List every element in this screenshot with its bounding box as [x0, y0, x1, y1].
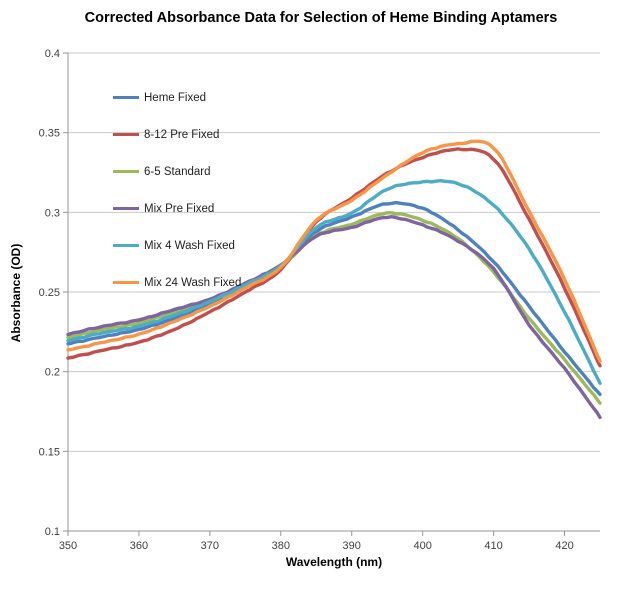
- legend-label: 6-5 Standard: [144, 165, 211, 178]
- legend-label: Mix 24 Wash Fixed: [144, 276, 242, 289]
- legend: Heme Fixed 8-12 Pre Fixed 6-5 Standard M…: [113, 79, 241, 301]
- y-tick-label: 0.35: [39, 128, 60, 140]
- y-tick-label: 0.25: [39, 287, 60, 299]
- x-tick-label: 410: [484, 540, 502, 552]
- x-tick-label: 360: [130, 540, 148, 552]
- y-tick-label: 0.3: [45, 207, 60, 219]
- legend-label: Heme Fixed: [144, 91, 206, 104]
- legend-item-mix-pre-fixed: Mix Pre Fixed: [113, 190, 241, 227]
- legend-item-8-12-pre-fixed: 8-12 Pre Fixed: [113, 116, 241, 153]
- y-tick-label: 0.15: [39, 446, 60, 458]
- chart-title: Corrected Absorbance Data for Selection …: [84, 10, 558, 26]
- legend-line-swatch: [113, 132, 139, 137]
- legend-label: Mix Pre Fixed: [144, 202, 215, 215]
- legend-line-swatch: [113, 280, 139, 285]
- series-line-mix-24-wash-fixed: [66, 139, 602, 363]
- legend-line-swatch: [113, 206, 139, 211]
- legend-line-swatch: [113, 95, 139, 100]
- legend-item-heme-fixed: Heme Fixed: [113, 79, 241, 116]
- legend-item-mix-24-wash-fixed: Mix 24 Wash Fixed: [113, 264, 241, 301]
- y-tick-label: 0.1: [45, 526, 60, 538]
- y-tick-label: 0.4: [45, 48, 60, 60]
- y-axis-title: Absorbance (OD): [9, 243, 23, 343]
- x-tick-label: 350: [59, 540, 77, 552]
- x-tick-label: 370: [201, 540, 219, 552]
- x-tick-label: 390: [343, 540, 361, 552]
- legend-line-swatch: [113, 243, 139, 248]
- series-line-mix-4-wash-fixed: [66, 179, 602, 385]
- x-tick-label: 380: [272, 540, 290, 552]
- series-line-mix-pre-fixed: [66, 215, 602, 420]
- legend-item-mix-4-wash-fixed: Mix 4 Wash Fixed: [113, 227, 241, 264]
- legend-label: 8-12 Pre Fixed: [144, 128, 220, 141]
- legend-item-6-5-standard: 6-5 Standard: [113, 153, 241, 190]
- legend-label: Mix 4 Wash Fixed: [144, 239, 235, 252]
- series-line-heme-fixed: [66, 200, 602, 397]
- legend-line-swatch: [113, 169, 139, 174]
- x-axis-title: Wavelength (nm): [285, 555, 383, 569]
- y-tick-label: 0.2: [45, 367, 60, 379]
- x-tick-label: 400: [413, 540, 431, 552]
- x-tick-label: 420: [555, 540, 573, 552]
